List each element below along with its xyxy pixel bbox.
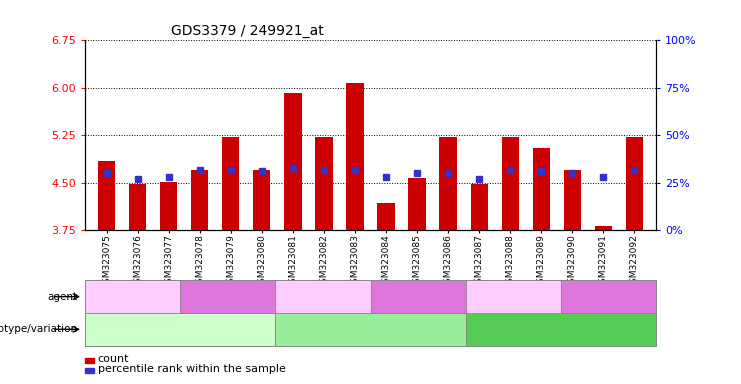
Text: GDS3379 / 249921_at: GDS3379 / 249921_at — [170, 24, 324, 38]
Bar — [594, 226, 611, 230]
Bar — [625, 137, 642, 230]
Bar — [130, 184, 147, 230]
Text: control: control — [305, 291, 341, 302]
Text: norflurazon: norflurazon — [388, 291, 448, 302]
Text: control: control — [115, 291, 151, 302]
Text: genotype/variation: genotype/variation — [0, 324, 78, 334]
Bar — [191, 170, 208, 230]
Bar — [439, 137, 456, 230]
Bar — [564, 170, 581, 230]
Bar — [471, 184, 488, 230]
Bar — [160, 182, 177, 230]
Bar — [408, 179, 425, 230]
Text: gun1-9 mutant: gun1-9 mutant — [331, 324, 410, 334]
Text: percentile rank within the sample: percentile rank within the sample — [98, 364, 286, 374]
Bar — [316, 137, 333, 230]
Bar — [253, 170, 270, 230]
Text: norflurazon: norflurazon — [198, 291, 258, 302]
Bar — [502, 137, 519, 230]
Text: agent: agent — [47, 291, 78, 302]
Bar — [285, 93, 302, 230]
Text: gun5 mutant: gun5 mutant — [527, 324, 594, 334]
Text: norflurazon: norflurazon — [578, 291, 638, 302]
Bar — [533, 148, 550, 230]
Text: wild-type: wild-type — [156, 324, 205, 334]
Text: count: count — [98, 354, 130, 364]
Bar — [99, 161, 116, 230]
Bar — [377, 203, 394, 230]
Bar — [347, 83, 364, 230]
Text: control: control — [495, 291, 531, 302]
Bar — [222, 137, 239, 230]
